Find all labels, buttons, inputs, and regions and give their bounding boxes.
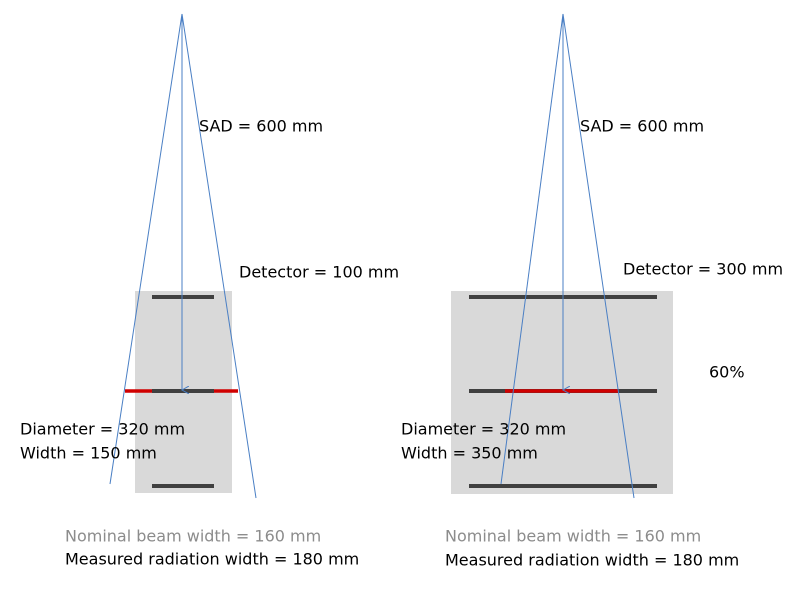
beam-edge	[500, 13, 564, 485]
measured-label: Measured radiation width = 180 mm	[65, 550, 359, 569]
panel-left: SAD = 600 mm Detector = 100 mm Diameter …	[20, 13, 399, 569]
detector-label: Detector = 300 mm	[623, 260, 783, 279]
detector-label: Detector = 100 mm	[239, 263, 399, 282]
measured-label: Measured radiation width = 180 mm	[445, 551, 739, 570]
beam-edge	[109, 13, 183, 485]
beam-edge	[181, 13, 257, 499]
diameter-label: Diameter = 320 mm	[401, 420, 566, 439]
sad-label: SAD = 600 mm	[580, 117, 704, 136]
width-label: Width = 150 mm	[20, 444, 157, 463]
nominal-label: Nominal beam width = 160 mm	[445, 527, 701, 546]
sad-label: SAD = 600 mm	[199, 117, 323, 136]
width-label: Width = 350 mm	[401, 444, 538, 463]
nominal-label: Nominal beam width = 160 mm	[65, 527, 321, 546]
diameter-label: Diameter = 320 mm	[20, 420, 185, 439]
beam-edge	[562, 13, 635, 499]
panel-right: SAD = 600 mm Detector = 300 mm 60% Diame…	[401, 13, 783, 570]
note-label: 60%	[709, 363, 745, 382]
